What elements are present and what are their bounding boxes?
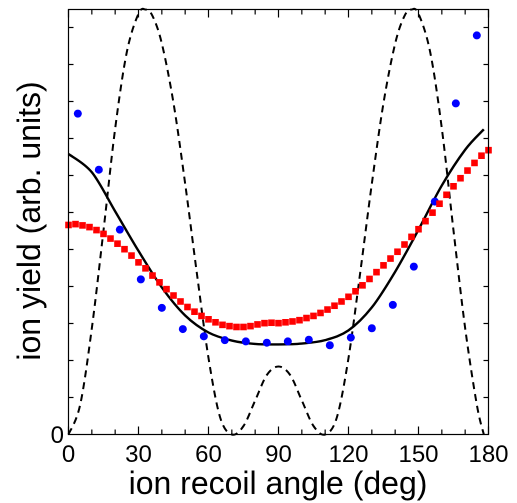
- red-square-point: [107, 235, 114, 242]
- blue-circle-point: [136, 275, 145, 284]
- red-square-point: [219, 321, 226, 329]
- x-tick-label: 150: [398, 441, 438, 468]
- blue-circle-point: [199, 332, 208, 341]
- blue-circle-point: [157, 303, 166, 312]
- red-square-point: [401, 241, 408, 248]
- plot-marks: [65, 7, 492, 436]
- red-square-point: [324, 306, 331, 313]
- red-square-point: [394, 248, 401, 256]
- red-square-point: [338, 298, 345, 305]
- blue-circle-point: [94, 165, 103, 174]
- red-square-point: [380, 262, 387, 269]
- red-square-point: [289, 318, 296, 325]
- red-square-point: [457, 174, 464, 182]
- red-square-point: [436, 200, 443, 208]
- x-axis-label: ion recoil angle (deg): [129, 465, 428, 501]
- red-square-point: [478, 152, 485, 159]
- blue-circle-point: [262, 338, 271, 347]
- red-square-point: [79, 222, 86, 229]
- blue-circle-point: [472, 31, 481, 40]
- red-square-point: [205, 316, 212, 323]
- x-tick-label: 30: [125, 441, 152, 468]
- x-tick-label: 90: [265, 441, 292, 468]
- red-square-point: [261, 319, 268, 327]
- red-square-point: [72, 220, 79, 228]
- red-square-point: [331, 302, 338, 310]
- red-square-point: [450, 183, 457, 190]
- red-square-point: [415, 225, 422, 233]
- red-square-point: [149, 272, 156, 279]
- red-square-point: [212, 319, 219, 326]
- red-square-point: [191, 308, 198, 315]
- x-tick-label: 0: [62, 441, 75, 468]
- blue-circle-point: [325, 341, 334, 350]
- red-square-point: [142, 265, 149, 272]
- red-square-point: [310, 312, 317, 320]
- red-square-point: [128, 252, 135, 259]
- tick-labels: 0 30 60 90 120 150 180 0: [51, 422, 509, 468]
- red-square-point: [254, 321, 261, 328]
- red-square-point: [121, 245, 128, 253]
- blue-circle-point: [451, 99, 460, 108]
- red-square-point: [233, 323, 240, 331]
- red-square-point: [268, 319, 275, 327]
- x-tick-label: 180: [468, 441, 508, 468]
- blue-circle-point: [367, 324, 376, 333]
- red-square-point: [471, 159, 478, 167]
- red-square-point: [275, 319, 282, 327]
- red-square-point: [282, 319, 289, 326]
- y-tick-label: 0: [51, 422, 64, 449]
- solid-curve: [67, 128, 485, 346]
- red-square-point: [93, 226, 100, 234]
- blue-circle-point: [409, 262, 418, 271]
- blue-circle-point: [241, 337, 250, 346]
- red-square-point: [387, 255, 394, 262]
- x-tick-label: 60: [195, 441, 222, 468]
- blue-circle-point: [283, 337, 292, 346]
- red-square-point: [86, 223, 93, 231]
- red-square-point: [177, 298, 184, 305]
- red-square-point: [443, 191, 450, 199]
- red-square-point: [317, 309, 324, 317]
- red-square-point: [198, 312, 205, 320]
- red-square-point: [170, 292, 177, 299]
- red-square-point: [352, 287, 359, 295]
- red-square-point: [114, 240, 121, 247]
- y-axis-label: ion yield (arb. units): [11, 81, 47, 360]
- blue-circle-point: [115, 225, 124, 234]
- red-square-point: [408, 233, 415, 241]
- blue-circle-point: [178, 325, 187, 334]
- blue-circle-point: [73, 109, 82, 118]
- red-square-point: [156, 279, 163, 286]
- blue-circle-point: [220, 336, 229, 345]
- red-square-point: [247, 322, 254, 330]
- red-square-point: [226, 322, 233, 330]
- red-square-point: [464, 167, 471, 174]
- red-square-point: [366, 275, 373, 283]
- red-square-point: [135, 259, 142, 266]
- blue-circle-point: [346, 333, 355, 342]
- dashed-curve: [67, 7, 485, 436]
- red-square-point: [163, 285, 170, 293]
- red-square-point: [422, 217, 429, 225]
- red-square-point: [296, 316, 303, 324]
- red-square-point: [359, 282, 366, 289]
- red-square-point: [184, 303, 191, 311]
- axis-ticks: [67, 9, 490, 435]
- red-square-point: [345, 293, 352, 301]
- red-square-point: [429, 209, 436, 216]
- red-square-point: [303, 314, 310, 322]
- red-square-point: [373, 268, 380, 276]
- blue-circle-point: [388, 300, 397, 309]
- blue-circle-point: [304, 335, 313, 344]
- x-tick-label: 120: [328, 441, 368, 468]
- red-square-point: [240, 323, 247, 331]
- red-square-point: [100, 230, 107, 238]
